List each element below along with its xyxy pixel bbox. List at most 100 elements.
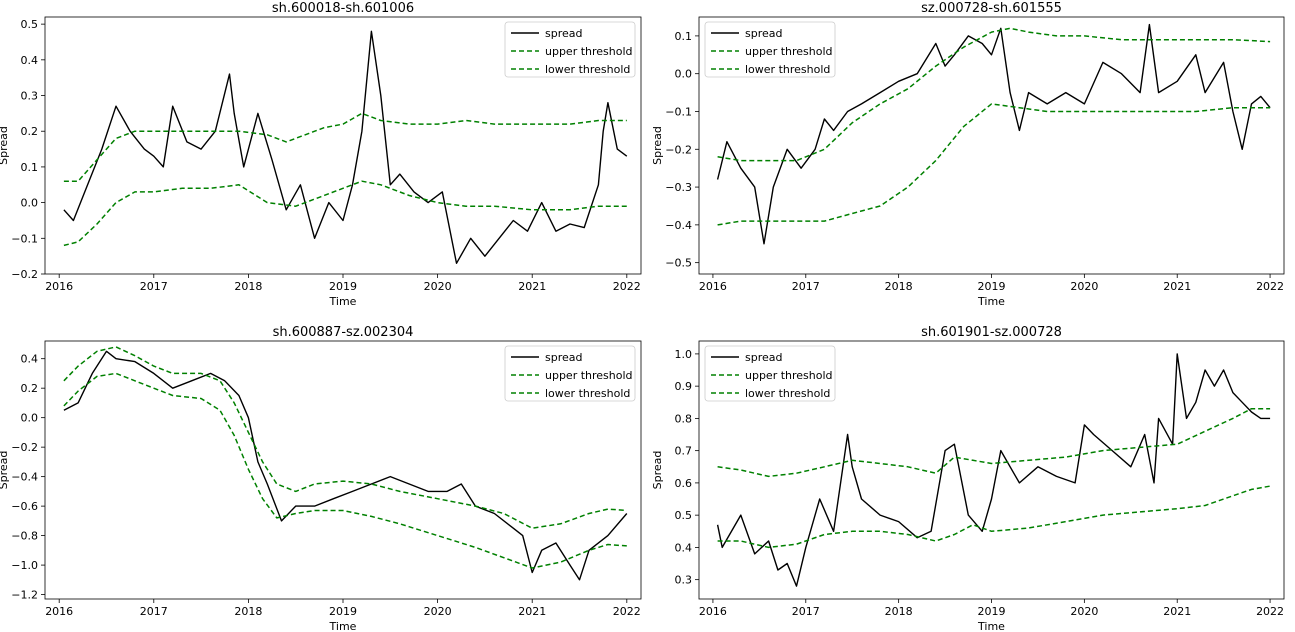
x-tick-label: 2018 xyxy=(234,280,262,293)
y-tick-label: −0.5 xyxy=(665,257,692,270)
y-axis-label: Spread xyxy=(651,126,664,165)
y-tick-label: 0.6 xyxy=(675,477,693,490)
chart-title: sz.000728-sh.601555 xyxy=(921,1,1062,16)
plot-frame xyxy=(698,16,1285,275)
x-tick-label: 2022 xyxy=(1256,280,1284,293)
y-tick-label: 0.4 xyxy=(21,353,39,366)
y-tick-label: −0.4 xyxy=(11,471,38,484)
x-tick-label: 2018 xyxy=(885,605,913,618)
legend-label: spread xyxy=(545,27,583,40)
y-tick-label: −0.2 xyxy=(665,143,692,156)
y-tick-label: 0.0 xyxy=(21,197,39,210)
y-tick-label: 0.5 xyxy=(675,509,693,522)
y-tick-label: −1.2 xyxy=(11,589,38,602)
legend: spread upper threshold lower threshold xyxy=(704,345,836,402)
legend-label: lower threshold xyxy=(545,387,630,400)
legend-label: spread xyxy=(745,27,783,40)
y-tick-label: −0.1 xyxy=(11,232,38,245)
chart-panel-1: sh.600018-sh.601006 2016 2017 2018 2019 2020 2… xyxy=(0,1,642,308)
y-axis-label: Spread xyxy=(651,451,664,490)
x-tick-label: 2021 xyxy=(1163,280,1191,293)
x-axis-label: Time xyxy=(977,295,1005,308)
x-tick-label: 2017 xyxy=(792,605,820,618)
legend: spread upper threshold lower threshold xyxy=(704,21,836,78)
legend: spread upper threshold lower threshold xyxy=(504,21,636,78)
chart-title: sh.600887-sz.002304 xyxy=(273,325,414,340)
upper-threshold-line xyxy=(717,407,1271,478)
chart-title: sh.601901-sz.000728 xyxy=(921,325,1062,340)
plot-frame xyxy=(44,16,642,275)
y-tick-label: 0.0 xyxy=(675,68,693,81)
legend-box xyxy=(704,21,836,78)
upper-threshold-line xyxy=(63,112,627,182)
y-tick-label: 0.0 xyxy=(21,412,39,425)
legend-label: upper threshold xyxy=(545,369,633,382)
x-axis-label: Time xyxy=(977,620,1005,632)
x-tick-label: 2019 xyxy=(978,605,1006,618)
y-tick-label: 0.3 xyxy=(675,574,693,587)
spread-line xyxy=(716,353,1271,587)
x-tick-label: 2016 xyxy=(45,605,73,618)
x-tick-label: 2016 xyxy=(699,605,727,618)
legend-label: upper threshold xyxy=(545,45,633,58)
lower-threshold-line xyxy=(717,485,1271,549)
y-tick-label: −0.2 xyxy=(11,441,38,454)
spread-line xyxy=(63,350,628,581)
legend: spread upper threshold lower threshold xyxy=(504,345,636,402)
legend-label: upper threshold xyxy=(745,45,833,58)
x-tick-label: 2021 xyxy=(518,605,546,618)
x-tick-label: 2021 xyxy=(1163,605,1191,618)
x-tick-label: 2017 xyxy=(792,280,820,293)
y-tick-label: 0.1 xyxy=(675,30,693,43)
y-axis-label: Spread xyxy=(0,451,10,490)
spread-line xyxy=(63,30,628,264)
legend-label: spread xyxy=(545,351,583,364)
lower-threshold-line xyxy=(63,372,627,569)
y-tick-label: 0.2 xyxy=(21,125,39,138)
y-tick-label: 0.7 xyxy=(675,445,693,458)
y-tick-label: 0.4 xyxy=(675,541,693,554)
y-tick-label: −0.2 xyxy=(11,268,38,281)
y-axis-label: Spread xyxy=(0,126,10,165)
legend-label: lower threshold xyxy=(745,63,830,76)
x-tick-label: 2019 xyxy=(329,605,357,618)
legend-label: lower threshold xyxy=(545,63,630,76)
y-tick-label: −0.3 xyxy=(665,181,692,194)
y-tick-label: 0.2 xyxy=(21,382,39,395)
legend-label: upper threshold xyxy=(745,369,833,382)
chart-panel-4: sh.601901-sz.000728 2016 2017 2018 2019 2020 2… xyxy=(651,325,1285,632)
y-tick-label: −1.0 xyxy=(11,559,38,572)
x-tick-label: 2019 xyxy=(329,280,357,293)
x-axis-label: Time xyxy=(329,295,357,308)
legend-box xyxy=(504,345,636,402)
x-tick-label: 2018 xyxy=(234,605,262,618)
chart-title: sh.600018-sh.601006 xyxy=(272,1,414,16)
y-tick-label: 0.1 xyxy=(21,161,39,174)
x-tick-label: 2019 xyxy=(978,280,1006,293)
x-tick-label: 2018 xyxy=(885,280,913,293)
x-tick-label: 2020 xyxy=(424,605,452,618)
x-tick-label: 2022 xyxy=(613,605,641,618)
plot-frame xyxy=(44,340,642,600)
chart-panel-3: sh.600887-sz.002304 2016 2017 2018 2019 2020 2… xyxy=(0,325,642,632)
x-tick-label: 2017 xyxy=(140,605,168,618)
legend-box xyxy=(704,345,836,402)
chart-panel-2: sz.000728-sh.601555 2016 2017 2018 2019 2020 2… xyxy=(651,1,1285,308)
lower-threshold-line xyxy=(717,103,1271,226)
y-tick-label: 1.0 xyxy=(675,348,693,361)
legend-box xyxy=(504,21,636,78)
x-tick-label: 2020 xyxy=(1070,605,1098,618)
spread-line xyxy=(716,23,1271,245)
x-tick-label: 2016 xyxy=(699,280,727,293)
y-tick-label: −0.8 xyxy=(11,530,38,543)
x-tick-label: 2020 xyxy=(1070,280,1098,293)
y-tick-label: 0.4 xyxy=(21,54,39,67)
x-axis-label: Time xyxy=(329,620,357,632)
x-tick-label: 2022 xyxy=(1256,605,1284,618)
y-tick-label: −0.4 xyxy=(665,219,692,232)
x-tick-label: 2022 xyxy=(613,280,641,293)
upper-threshold-line xyxy=(63,346,627,529)
lower-threshold-line xyxy=(63,180,627,247)
x-tick-label: 2016 xyxy=(45,280,73,293)
